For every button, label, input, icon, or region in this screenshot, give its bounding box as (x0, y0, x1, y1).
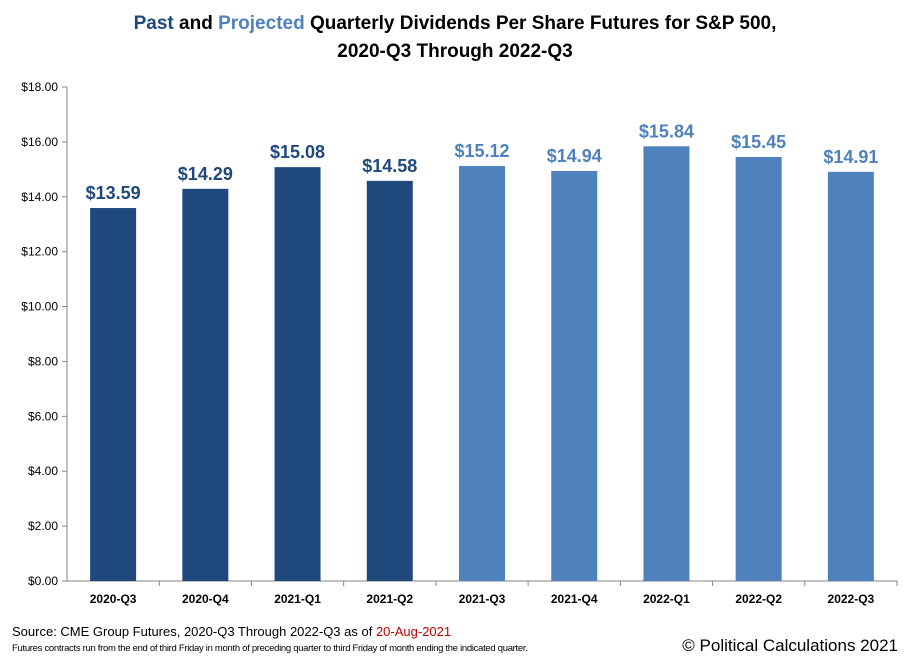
y-tick-label: $2.00 (28, 519, 58, 533)
x-tick-label: 2021-Q2 (366, 592, 413, 606)
bar-2020-Q4 (182, 188, 229, 581)
bar-2022-Q3 (827, 171, 874, 581)
x-tick-label: 2022-Q3 (828, 592, 875, 606)
y-tick-label: $4.00 (28, 464, 58, 478)
data-label: $15.84 (639, 121, 694, 141)
data-label: $14.58 (362, 156, 417, 176)
bar-2021-Q1 (274, 167, 321, 582)
y-tick-label: $6.00 (28, 409, 58, 423)
data-label: $15.12 (454, 141, 509, 161)
x-tick-label: 2022-Q1 (643, 592, 690, 606)
bar-2022-Q1 (643, 146, 690, 581)
bar-2021-Q3 (459, 166, 505, 582)
source-text: Source: CME Group Futures, 2020-Q3 Throu… (12, 624, 451, 639)
y-tick-label: $14.00 (21, 190, 58, 204)
x-tick-label: 2022-Q2 (735, 592, 782, 606)
data-label: $14.94 (547, 146, 602, 166)
chart-title: Past and Projected Quarterly Dividends P… (0, 10, 910, 66)
x-tick-label: 2020-Q4 (182, 592, 229, 606)
x-tick-label: 2021-Q4 (551, 592, 598, 606)
title-projected: Projected (218, 13, 305, 34)
x-tick-label: 2020-Q3 (90, 592, 137, 606)
data-label: $15.08 (270, 142, 325, 162)
data-label: $14.91 (823, 147, 878, 167)
data-label: $14.29 (178, 164, 233, 184)
y-tick-label: $12.00 (21, 245, 58, 259)
y-tick-label: $16.00 (21, 135, 58, 149)
bar-2020-Q3 (90, 208, 137, 581)
title-and: and (173, 13, 219, 34)
title-line2: 2020-Q3 Through 2022-Q3 (337, 41, 573, 62)
footnote: Futures contracts run from the end of th… (12, 643, 528, 654)
y-tick-label: $10.00 (21, 300, 58, 314)
bar-2021-Q2 (366, 180, 413, 582)
data-label: $13.59 (86, 183, 141, 203)
x-tick-label: 2021-Q1 (274, 592, 321, 606)
source-date: 20-Aug-2021 (375, 624, 452, 639)
x-tick-label: 2021-Q3 (459, 592, 506, 606)
bar-2021-Q4 (551, 170, 598, 582)
bar-2022-Q2 (735, 156, 782, 581)
y-tick-label: $8.00 (28, 354, 58, 368)
y-tick-label: $18.00 (21, 80, 58, 94)
data-label: $15.45 (731, 132, 786, 152)
title-past: Past (133, 13, 174, 34)
y-tick-label: $0.00 (28, 574, 58, 588)
title-rest: Quarterly Dividends Per Share Futures fo… (304, 13, 777, 34)
source-prefix: Source: CME Group Futures, 2020-Q3 Throu… (12, 624, 376, 639)
copyright: © Political Calculations 2021 (682, 636, 898, 655)
